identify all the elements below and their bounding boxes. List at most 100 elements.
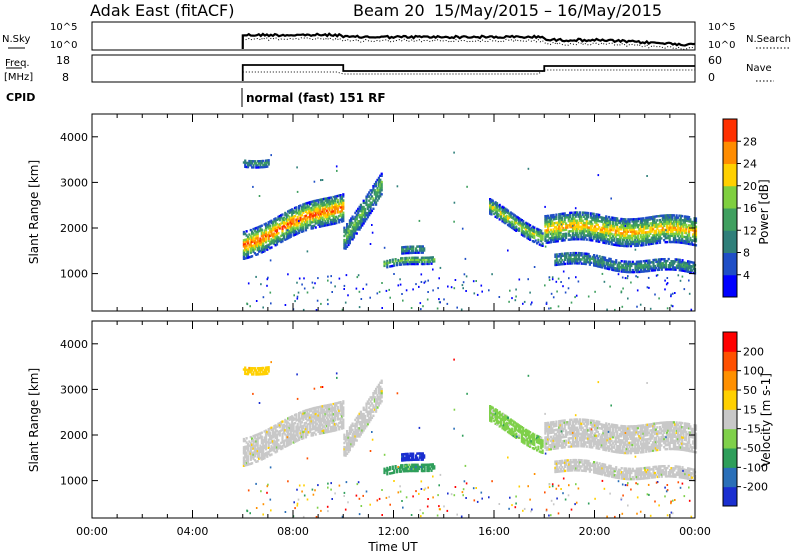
velocity-cell [324,423,327,426]
power-cell [325,201,328,204]
power-cell [377,191,380,194]
power-cell [654,237,657,241]
power-cell [577,213,580,216]
power-cell [662,266,665,269]
power-cell [569,221,572,225]
power-cell [275,228,279,232]
velocity-cell [551,443,554,447]
power-cell [617,221,620,224]
power-cell [270,238,273,241]
velocity-cell [281,434,284,438]
power-cell [270,246,273,249]
velocity-cell [327,406,330,409]
velocity-cell [518,430,521,433]
velocity-cell [340,421,344,424]
velocity-cell [325,416,328,419]
power-cell [563,212,566,215]
velocity-cell [351,441,354,444]
velocity-cell [270,438,273,442]
power-cell [341,308,344,311]
velocity-cell [338,401,341,404]
velocity-cell [331,417,334,420]
velocity-cell [275,429,279,433]
power-cell [659,258,662,261]
power-cell [609,232,612,235]
power-cell [516,216,519,219]
power-cell [616,217,619,220]
power-cell [650,217,653,220]
power-cell [607,242,610,245]
power-cell [561,252,564,256]
power-cell [682,261,685,264]
power-cell [415,256,418,259]
power-cell [571,224,574,227]
velocity-cell [376,385,379,389]
power-cell [320,198,323,201]
velocity-cell [253,448,256,452]
power-cell [602,227,605,230]
power-cell [580,233,583,237]
velocity-cell [287,431,290,435]
power-cell [352,232,356,235]
velocity-cell [416,469,419,473]
power-cell [493,202,496,205]
velocity-cell [394,467,397,470]
power-cell [566,216,569,219]
power-cell [599,230,602,233]
velocity-cell [292,418,295,421]
velocity-cell [362,429,365,432]
power-cbar-label: Power [dB] [757,179,771,244]
velocity-cell [426,469,429,473]
power-cell [309,203,311,206]
power-cell [663,214,666,217]
power-cell [329,219,332,222]
power-cell [251,160,254,163]
power-cell [552,238,555,241]
power-cell [559,227,562,230]
power-cell [623,218,626,221]
power-cell [246,163,250,167]
power-cell [672,214,675,217]
power-cell [588,236,591,240]
velocity-cell [346,434,349,437]
velocity-cell [552,425,555,428]
velocity-cell [516,435,519,438]
power-cell [288,217,291,221]
power-cell [617,242,620,245]
power-cell [318,223,321,226]
power-cell [572,258,575,261]
power-cell [508,220,511,224]
velocity-cell [365,404,368,407]
velocity-cell [390,472,393,475]
power-cell [288,209,291,212]
power-cell [571,215,575,218]
velocity-cell [320,411,323,414]
power-cell [412,251,415,254]
power-cell [351,227,354,231]
power-cell [249,243,252,246]
power-cell [274,227,277,230]
velocity-cell [524,432,528,436]
power-cell [304,224,308,228]
power-cell [260,238,263,242]
power-cell [369,211,372,215]
velocity-cell [497,412,500,415]
power-cell [587,211,590,215]
velocity-cell [244,447,247,451]
power-cell [361,218,364,221]
power-cell [582,232,586,235]
power-cell [665,232,669,236]
power-cell [623,270,626,273]
velocity-cell [246,368,250,372]
power-cell [558,221,561,224]
power-cell [576,258,579,261]
power-cell [288,236,291,239]
velocity-cell [544,432,547,435]
power-cell [302,207,305,210]
power-cell [578,211,581,214]
power-cell [597,261,600,264]
power-cell [414,249,418,252]
power-cell [342,195,345,198]
power-cell [391,258,394,261]
power-cell [587,252,590,256]
